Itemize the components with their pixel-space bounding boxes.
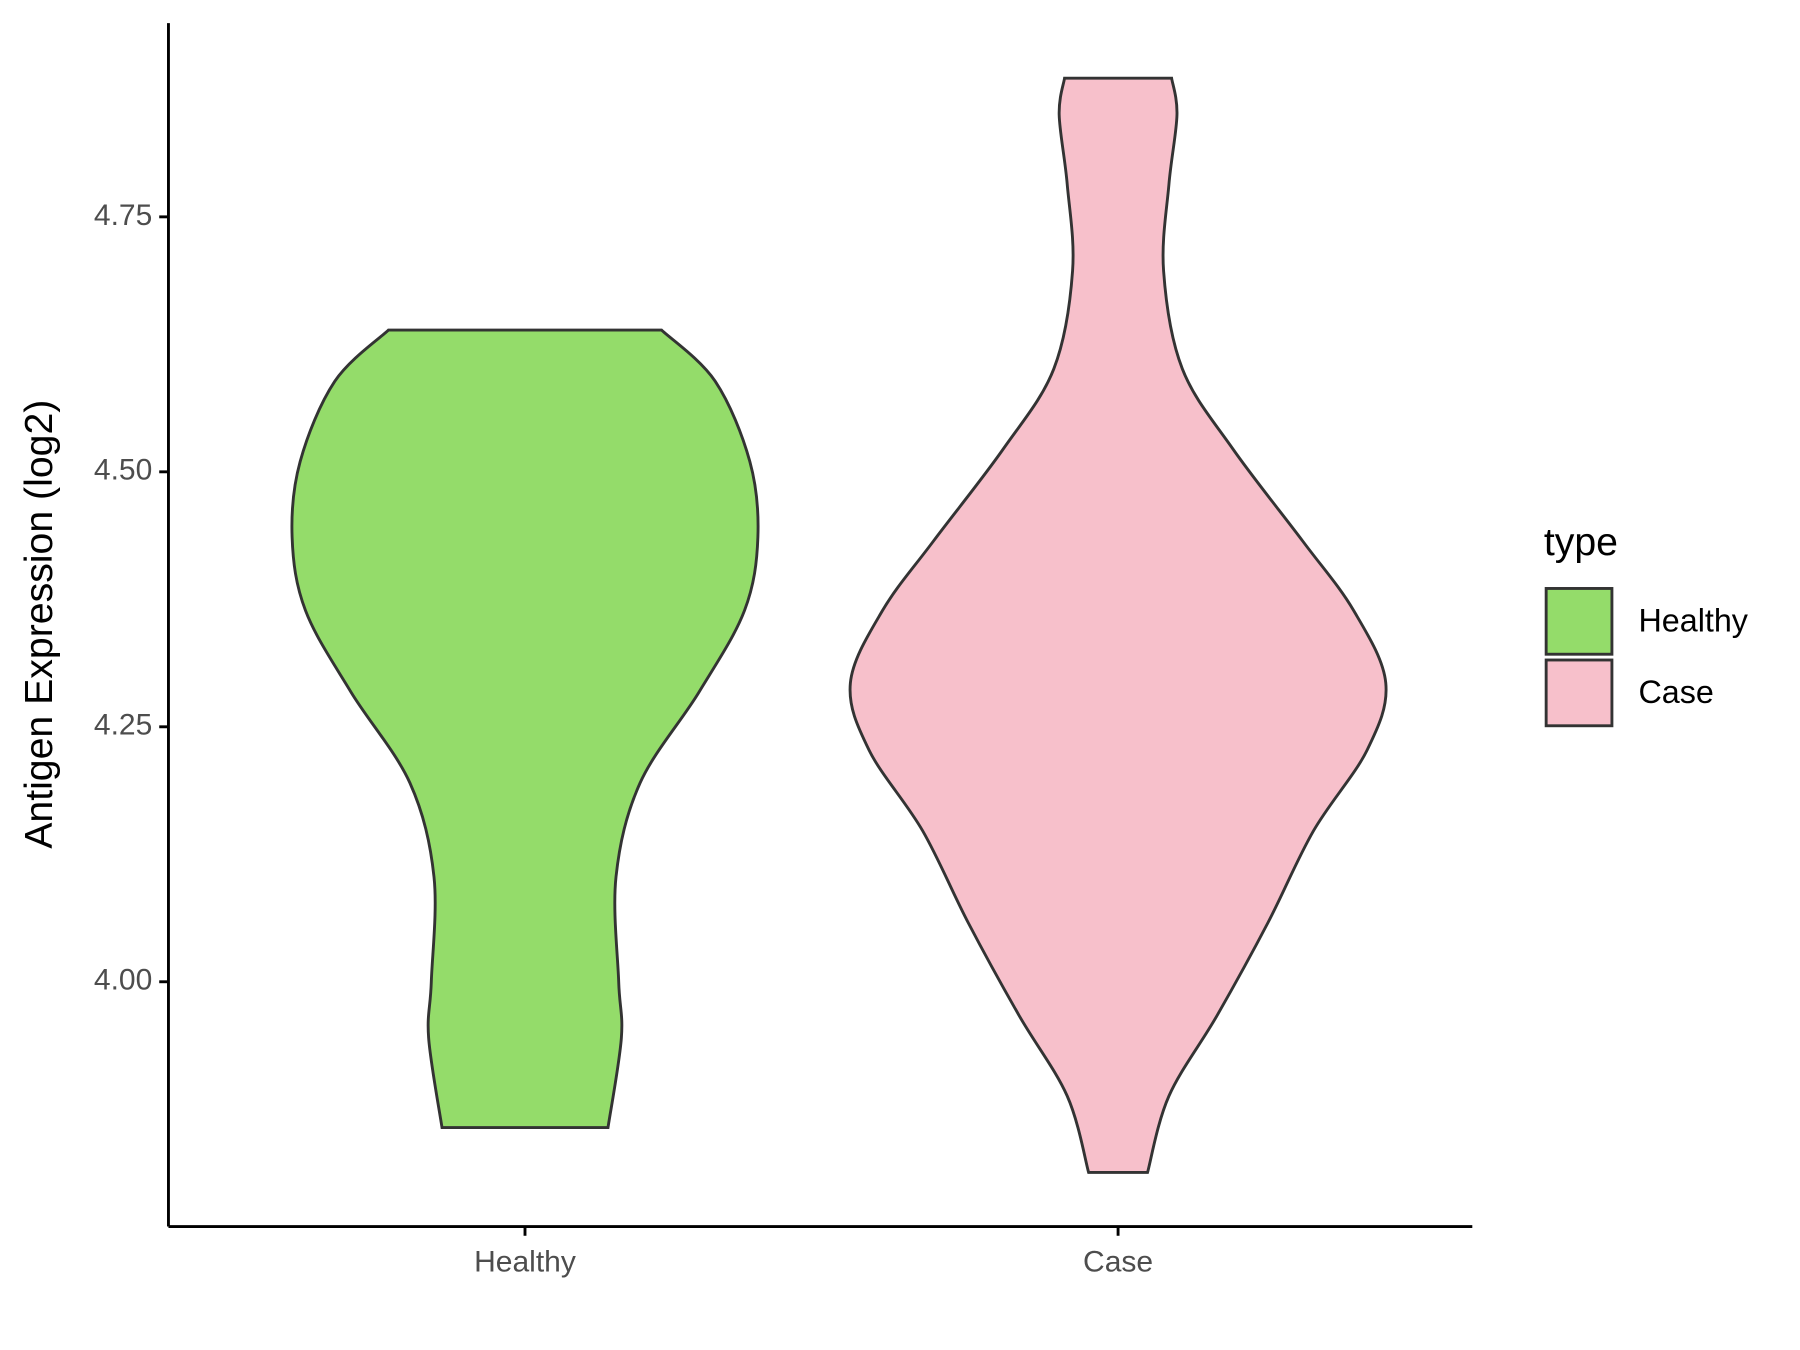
y-tick-label: 4.50	[94, 454, 152, 487]
violin	[290, 328, 760, 1130]
legend-swatch	[1544, 658, 1614, 728]
legend-label: Case	[1638, 674, 1713, 710]
legend-title: type	[1544, 520, 1618, 564]
y-axis-title: Antigen Expression (log2)	[17, 400, 61, 849]
violin	[848, 76, 1388, 1174]
legend-label: Healthy	[1638, 603, 1748, 639]
y-tick-label: 4.75	[94, 199, 152, 232]
y-tick-label: 4.25	[94, 709, 152, 742]
x-tick-label: Case	[1083, 1245, 1153, 1278]
legend-swatch	[1544, 587, 1614, 656]
x-tick-label: Healthy	[474, 1245, 576, 1278]
y-tick-label: 4.00	[94, 964, 152, 997]
